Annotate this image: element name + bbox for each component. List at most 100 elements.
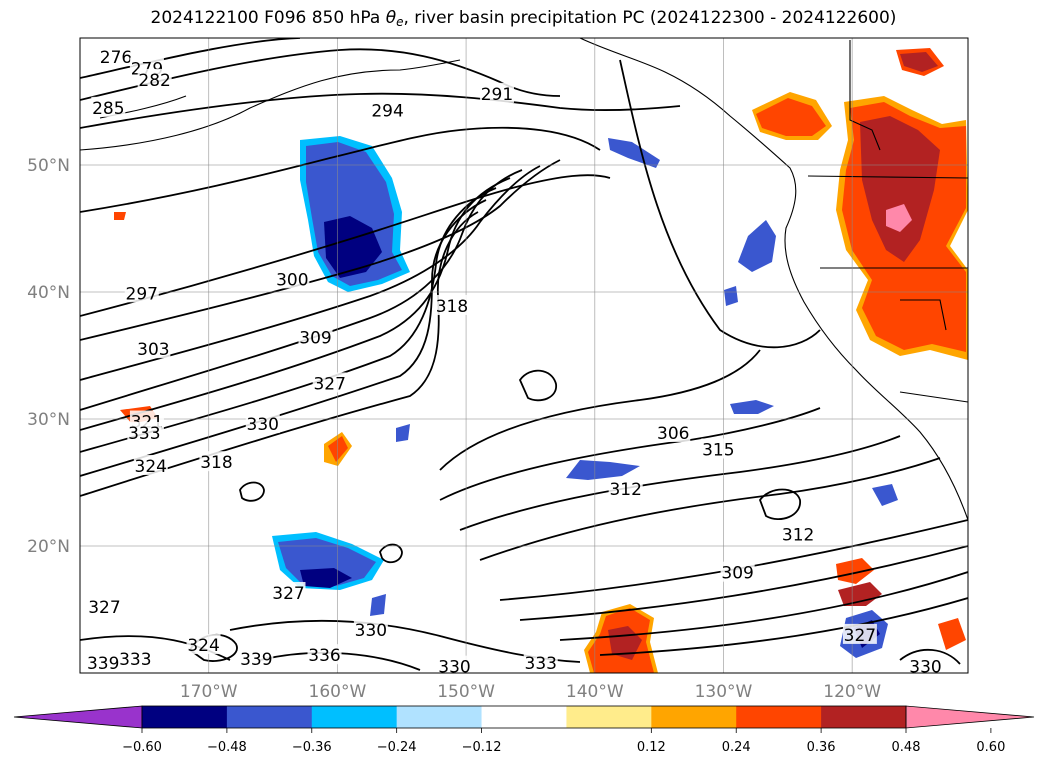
longitude-label: 170°W — [180, 682, 238, 700]
map-figure: 2762792822852912942973003033093183273213… — [27, 37, 969, 700]
contour-label: 309 — [721, 564, 753, 584]
positive-precip-anomaly-shading — [114, 48, 968, 673]
contour-label-background — [437, 655, 472, 673]
contour-label: 327 — [272, 584, 304, 604]
colorbar-tick-label: −0.24 — [377, 740, 417, 755]
contour-label-background — [908, 655, 943, 673]
contour-label: 303 — [137, 340, 169, 360]
colorbar-tick-label: −0.60 — [122, 740, 162, 755]
contour-label: 330 — [355, 621, 387, 641]
contour-label-background — [239, 648, 274, 669]
contour-label: 330 — [438, 658, 470, 678]
contour-label-background — [720, 561, 755, 582]
colorbar-segment — [396, 706, 483, 728]
colorbar-tick-label: 0.60 — [976, 740, 1005, 755]
contour-label: 324 — [187, 636, 219, 656]
contour-label-background — [307, 644, 342, 665]
colorbar-segment — [651, 706, 737, 728]
colorbar-tick-label: −0.12 — [462, 740, 502, 755]
contour-label: 339 — [240, 650, 272, 670]
colorbar-tick-label: 0.36 — [807, 740, 836, 755]
contour-label-background — [275, 268, 310, 289]
colorbar-segment — [566, 706, 652, 728]
lat-lon-gridlines — [80, 38, 968, 673]
colorbar-extend-low — [13, 705, 143, 729]
contour-label-background — [523, 651, 558, 672]
colorbar-segment — [142, 706, 228, 728]
contour-label-background — [91, 96, 126, 117]
colorbar-tick-labels: −0.60 −0.48 −0.36 −0.24 −0.12 0.12 0.24 0.36 0.4… — [122, 728, 1005, 755]
contour-label: 276 — [100, 48, 132, 68]
colorbar-frame — [141, 705, 907, 729]
contour-label-background — [656, 421, 691, 442]
contour-label-background — [370, 99, 405, 120]
contour-label-background — [353, 618, 388, 639]
colorbar-tick-label: 0.12 — [637, 740, 666, 755]
longitude-label: 130°W — [695, 682, 753, 700]
colorbar-segment — [311, 706, 398, 728]
theta-e-contours — [80, 38, 968, 671]
colorbar-segment — [736, 706, 822, 728]
contour-label-background — [434, 294, 469, 315]
contour-label-background — [87, 595, 122, 616]
contour-label: 285 — [92, 99, 124, 119]
contour-label: 336 — [308, 646, 340, 666]
colorbar-tick-label: 0.24 — [722, 740, 751, 755]
map-title: 2024122100 F096 850 hPa θe, river basin … — [150, 8, 897, 29]
latitude-label: 40°N — [27, 283, 70, 303]
longitude-label: 120°W — [823, 682, 881, 700]
colorbar-extend-high — [905, 705, 1035, 729]
contour-label: 330 — [909, 658, 941, 678]
longitude-label: 150°W — [437, 682, 495, 700]
contour-label: 300 — [276, 270, 308, 290]
contour-label-background — [118, 648, 153, 669]
contour-label-background — [86, 651, 121, 672]
contour-label-background — [124, 282, 159, 303]
latitude-label: 20°N — [27, 537, 70, 557]
contour-label: 312 — [609, 480, 641, 500]
contour-label: 318 — [436, 297, 468, 317]
colorbar-segment — [226, 706, 313, 728]
contour-label-background — [842, 623, 877, 644]
contour-label: 333 — [128, 424, 160, 444]
contour-label-background — [271, 581, 306, 602]
contour-label: 327 — [88, 598, 120, 618]
contour-label: 306 — [657, 424, 689, 444]
contour-label: 327 — [844, 626, 876, 646]
contour-label: 282 — [138, 71, 170, 91]
contour-label-background — [136, 338, 171, 359]
contour-label: 297 — [126, 284, 158, 304]
contour-label: 327 — [313, 374, 345, 394]
contour-label-background — [312, 372, 347, 393]
contour-label: 294 — [371, 101, 403, 121]
colorbar-tick-label: −0.48 — [207, 740, 247, 755]
colorbar-tick-label: 0.48 — [892, 740, 921, 755]
colorbar-tick-label: −0.36 — [292, 740, 332, 755]
latitude-tick-labels: 20°N 30°N 40°N 50°N — [27, 156, 70, 557]
contour-label: 291 — [481, 85, 513, 105]
contour-label-background — [199, 451, 234, 472]
contour-label-background — [186, 634, 221, 655]
contour-label: 315 — [702, 440, 734, 460]
colorbar-segment — [821, 706, 907, 728]
contour-label-background — [298, 326, 333, 347]
colorbar-segment — [481, 706, 567, 728]
contour-label-background — [137, 68, 172, 89]
contour-label: 333 — [119, 650, 151, 670]
contour-label: 330 — [247, 415, 279, 435]
colorbar-segments — [13, 705, 1035, 729]
latitude-label: 30°N — [27, 410, 70, 430]
contour-label-background — [701, 438, 736, 459]
longitude-label: 160°W — [309, 682, 367, 700]
contour-label: 333 — [525, 654, 557, 674]
latitude-label: 50°N — [27, 156, 70, 176]
contour-label: 318 — [200, 453, 232, 473]
contour-label-background — [479, 82, 514, 103]
contour-label: 312 — [782, 526, 814, 546]
longitude-label: 140°W — [566, 682, 624, 700]
contour-labels: 2762792822852912942973003033093183273213… — [86, 46, 943, 678]
contour-label: 309 — [299, 329, 331, 349]
contour-label: 324 — [135, 457, 167, 477]
contour-label-background — [608, 477, 643, 498]
contour-label-background — [133, 454, 168, 475]
